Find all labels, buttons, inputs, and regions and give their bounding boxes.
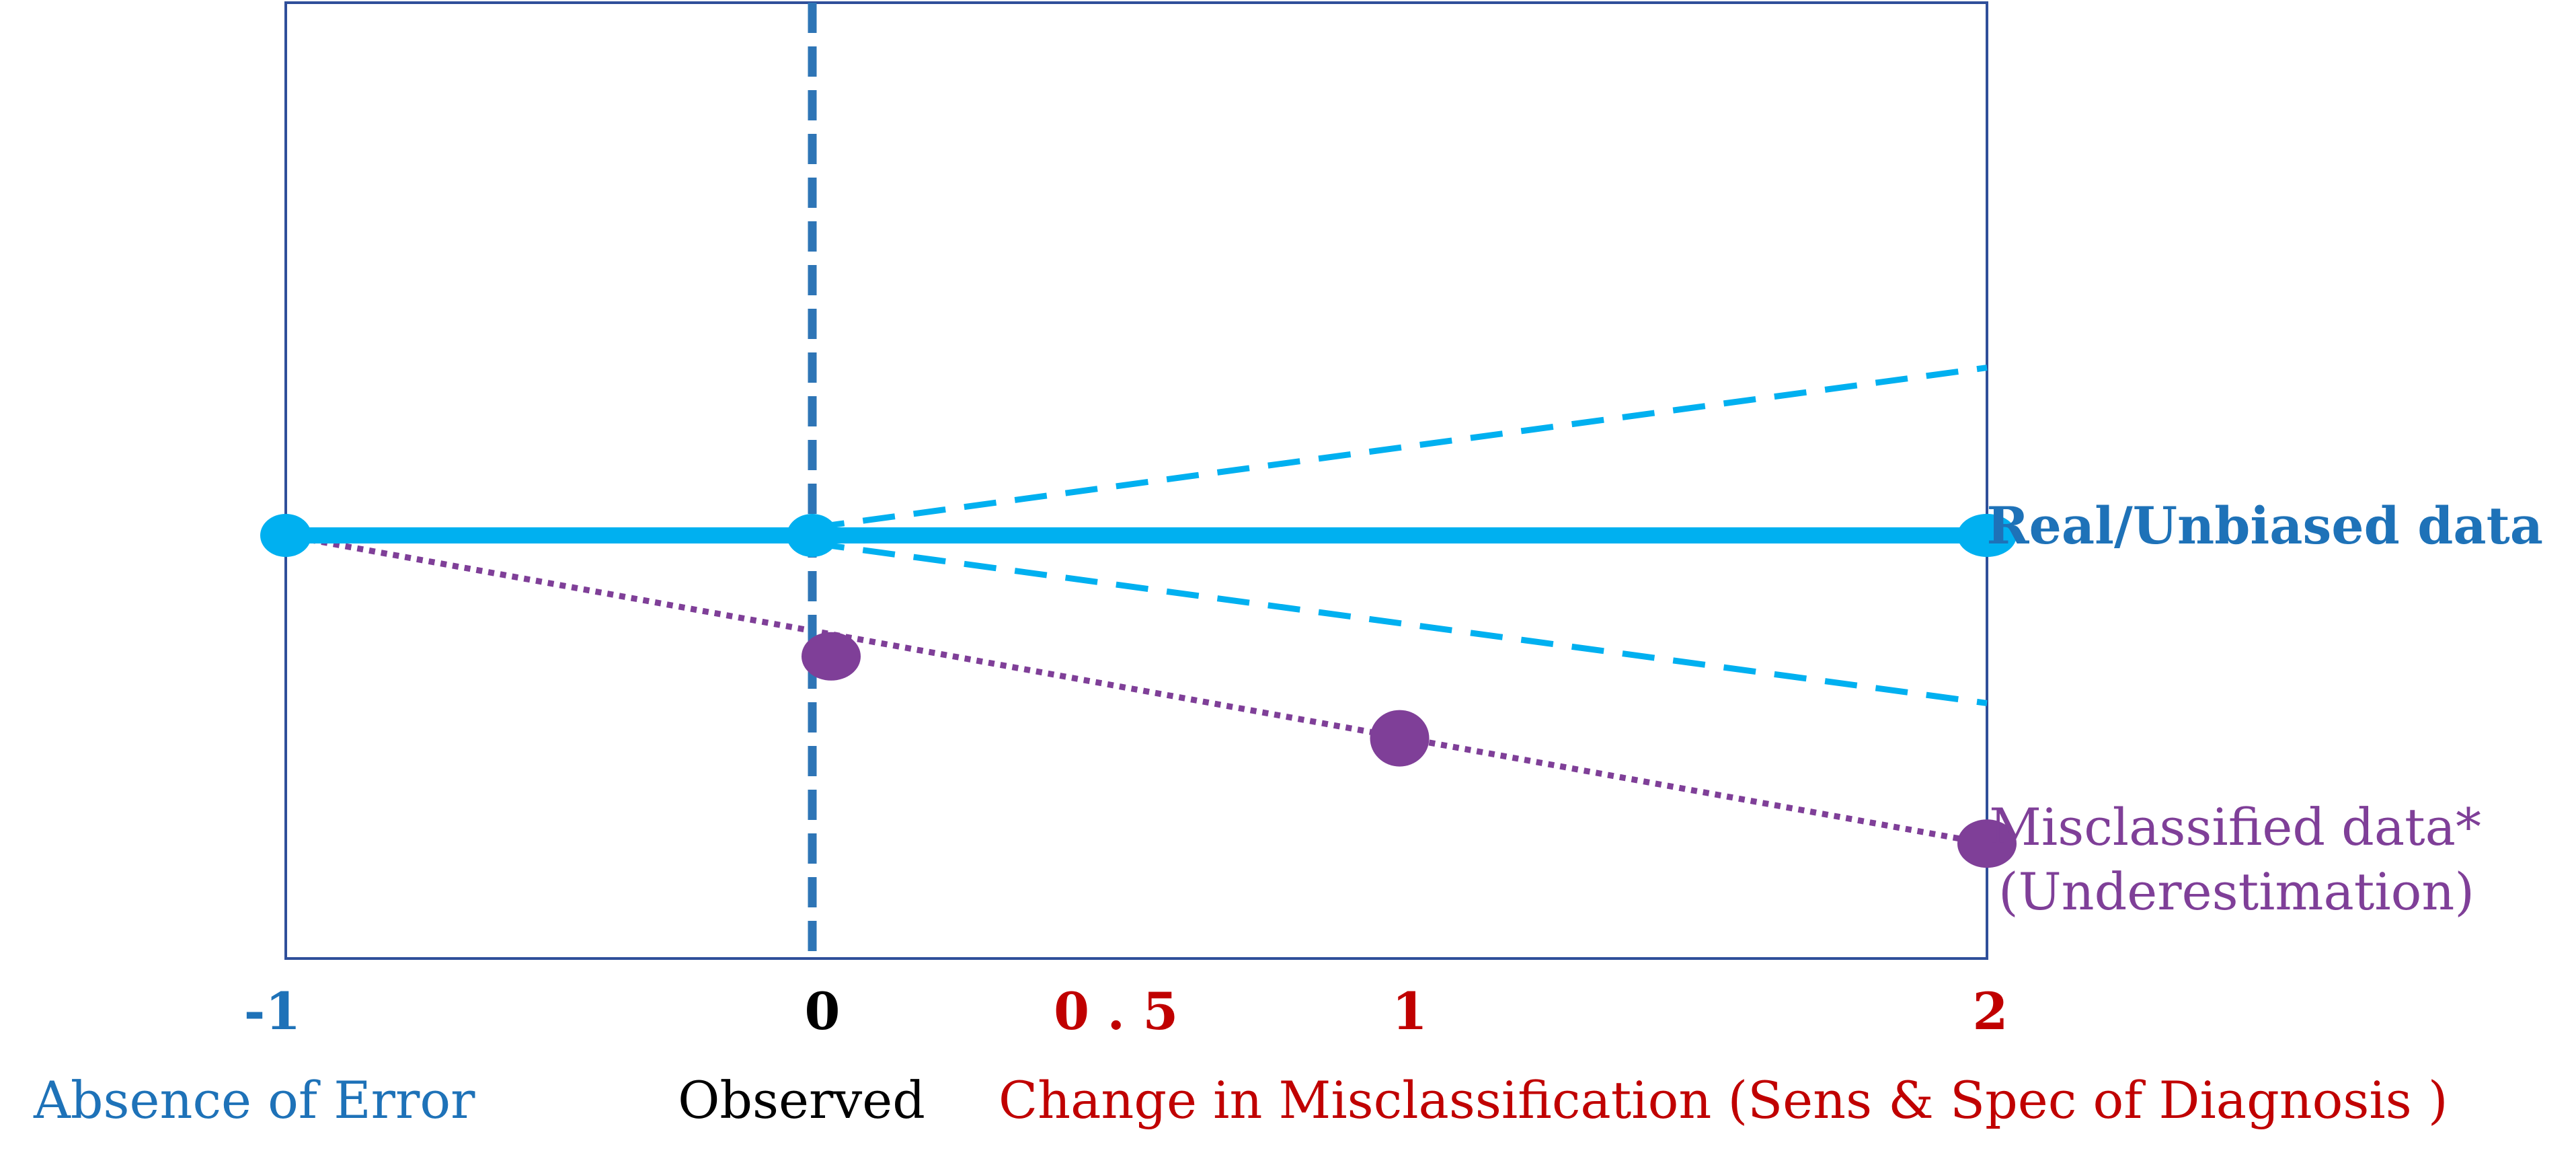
x-tick-label: -1 [244, 981, 301, 1041]
misclassified-data-point [1957, 819, 2017, 868]
x-tick-label: 0 [805, 981, 841, 1041]
x-captions: Absence of Error Observed Change in Miscla… [33, 1070, 2448, 1130]
real-data-point [787, 514, 838, 557]
real-data-point [260, 514, 311, 557]
bound-line-upper [812, 365, 1988, 531]
chart-marks [260, 3, 2017, 959]
x-tick-label: 2 [1973, 981, 2008, 1041]
real-unbiased-label: Real/Unbiased data [1986, 496, 2543, 556]
x-tick-labels: -1 0 0 . 5 1 2 [244, 981, 2008, 1041]
misclassified-label: Misclassified data* [1989, 797, 2481, 857]
series-labels: Real/Unbiased data Misclassified data*(Un… [1986, 496, 2543, 922]
misclassified-line [285, 532, 1988, 847]
bound-line-lower [812, 540, 1988, 706]
real-data-point [1957, 514, 2017, 557]
misclassified-data-point [1370, 710, 1430, 767]
x-caption: Observed [678, 1070, 925, 1130]
x-tick-label: 1 [1392, 981, 1428, 1041]
plot-frame [284, 1, 1988, 960]
x-caption: Change in Misclassification (Sens & Spec… [999, 1070, 2448, 1130]
underestimation-label: (Underestimation) [1998, 862, 2474, 922]
misclassified-data-point [802, 632, 861, 681]
x-tick-label: 0 . 5 [1054, 981, 1178, 1041]
plot-area [284, 1, 1988, 960]
x-caption: Absence of Error [33, 1070, 475, 1130]
